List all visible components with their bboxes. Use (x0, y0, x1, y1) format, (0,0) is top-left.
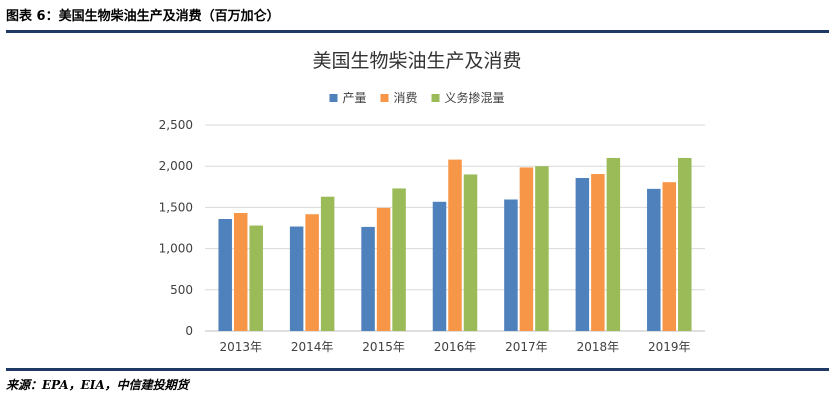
x-tick-label: 2014年 (291, 340, 334, 354)
x-tick-label: 2018年 (577, 340, 620, 354)
bar-2-4 (448, 159, 462, 331)
bars (218, 157, 692, 331)
y-tick-label: 1,000 (159, 242, 193, 256)
x-tick-label: 2019年 (648, 340, 691, 354)
source-note: 来源：EPA，EIA，中信建投期货 (6, 378, 189, 392)
bar-chart: 美国生物柴油生产及消费 产量 消费 义务掺混量 0 500 1,000 1,500 2,00… (159, 50, 705, 354)
bar-1-6 (575, 177, 590, 331)
bar-2-1 (233, 213, 248, 331)
bar-2-7 (662, 182, 677, 331)
legend-swatch-1 (329, 94, 338, 102)
header-rule (6, 30, 829, 33)
chart-legend: 产量 消费 义务掺混量 (329, 90, 505, 105)
bar-1-7 (647, 188, 661, 331)
bar-3-1 (249, 225, 263, 331)
legend-label-3: 义务掺混量 (445, 90, 505, 105)
x-axis: 2013年 2014年 2015年 2016年 2017年 2018年 2019年 (219, 340, 690, 354)
bar-1-4 (432, 201, 447, 331)
figure-caption: 图表 6：美国生物柴油生产及消费（百万加仑） (6, 9, 280, 24)
bar-3-3 (392, 188, 406, 331)
y-tick-label: 500 (170, 283, 193, 297)
chart-title: 美国生物柴油生产及消费 (312, 50, 521, 72)
bar-2-5 (519, 167, 534, 331)
y-tick-label: 0 (185, 324, 193, 338)
bar-1-2 (289, 226, 304, 331)
y-axis: 0 500 1,000 1,500 2,000 2,500 (159, 118, 193, 338)
legend-label-1: 产量 (343, 91, 367, 105)
x-tick-label: 2017年 (505, 340, 548, 354)
bar-3-7 (678, 157, 692, 331)
bar-3-6 (606, 157, 621, 331)
y-tick-label: 2,500 (159, 118, 193, 132)
x-tick-label: 2013年 (219, 340, 262, 354)
bar-3-2 (320, 196, 335, 331)
footer-rule (6, 368, 829, 371)
bar-3-5 (535, 166, 549, 331)
legend-swatch-2 (380, 94, 389, 102)
x-tick-label: 2016年 (434, 340, 477, 354)
x-tick-label: 2015年 (362, 340, 405, 354)
y-tick-label: 2,000 (159, 159, 193, 173)
bar-1-1 (218, 219, 232, 331)
bar-2-3 (376, 207, 391, 331)
legend-swatch-3 (431, 94, 440, 102)
legend-label-2: 消费 (394, 91, 418, 105)
bar-2-6 (591, 174, 605, 331)
bar-1-5 (504, 199, 518, 331)
y-tick-label: 1,500 (159, 200, 193, 214)
bar-3-4 (463, 174, 478, 331)
bar-2-2 (305, 214, 319, 331)
bar-1-3 (361, 226, 375, 331)
